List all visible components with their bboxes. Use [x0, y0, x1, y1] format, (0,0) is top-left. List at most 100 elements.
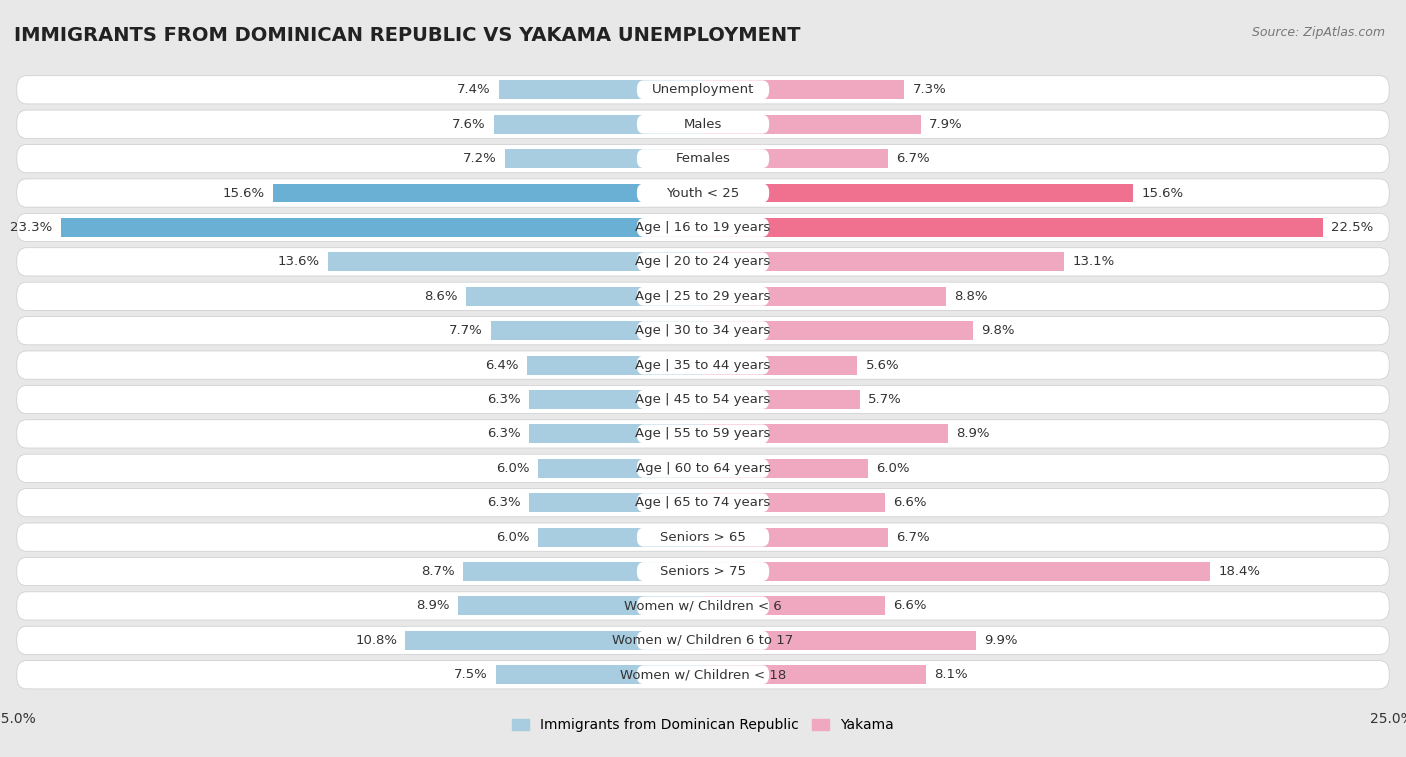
Text: Unemployment: Unemployment — [652, 83, 754, 96]
Text: Source: ZipAtlas.com: Source: ZipAtlas.com — [1251, 26, 1385, 39]
FancyBboxPatch shape — [637, 597, 769, 615]
Text: Youth < 25: Youth < 25 — [666, 186, 740, 200]
Bar — [499, 80, 703, 99]
Text: Seniors > 65: Seniors > 65 — [659, 531, 747, 544]
Text: 15.6%: 15.6% — [222, 186, 264, 200]
FancyBboxPatch shape — [17, 248, 1389, 276]
FancyBboxPatch shape — [17, 316, 1389, 344]
FancyBboxPatch shape — [17, 420, 1389, 448]
Text: Women w/ Children < 6: Women w/ Children < 6 — [624, 600, 782, 612]
Text: 9.8%: 9.8% — [981, 324, 1015, 337]
Text: Females: Females — [675, 152, 731, 165]
Bar — [703, 287, 945, 306]
Text: 7.3%: 7.3% — [912, 83, 946, 96]
FancyBboxPatch shape — [637, 459, 769, 478]
Bar — [491, 321, 703, 340]
Text: 6.0%: 6.0% — [876, 462, 910, 475]
FancyBboxPatch shape — [637, 631, 769, 650]
Text: 18.4%: 18.4% — [1219, 565, 1260, 578]
Text: 8.8%: 8.8% — [953, 290, 987, 303]
Text: Age | 35 to 44 years: Age | 35 to 44 years — [636, 359, 770, 372]
FancyBboxPatch shape — [637, 528, 769, 547]
Bar — [463, 562, 703, 581]
Bar — [465, 287, 703, 306]
FancyBboxPatch shape — [17, 351, 1389, 379]
Bar — [530, 494, 703, 512]
Bar — [273, 183, 703, 203]
Text: Age | 55 to 59 years: Age | 55 to 59 years — [636, 428, 770, 441]
Text: 6.3%: 6.3% — [488, 497, 522, 509]
FancyBboxPatch shape — [637, 115, 769, 134]
Text: Age | 16 to 19 years: Age | 16 to 19 years — [636, 221, 770, 234]
Text: 6.6%: 6.6% — [893, 600, 927, 612]
Text: Age | 65 to 74 years: Age | 65 to 74 years — [636, 497, 770, 509]
Text: 8.1%: 8.1% — [935, 668, 969, 681]
Text: 7.6%: 7.6% — [451, 118, 485, 131]
FancyBboxPatch shape — [637, 183, 769, 203]
FancyBboxPatch shape — [17, 385, 1389, 413]
Text: 9.9%: 9.9% — [984, 634, 1018, 646]
Text: Age | 45 to 54 years: Age | 45 to 54 years — [636, 393, 770, 406]
Text: IMMIGRANTS FROM DOMINICAN REPUBLIC VS YAKAMA UNEMPLOYMENT: IMMIGRANTS FROM DOMINICAN REPUBLIC VS YA… — [14, 26, 800, 45]
Bar — [703, 528, 887, 547]
Bar — [530, 425, 703, 444]
Bar — [703, 562, 1211, 581]
FancyBboxPatch shape — [17, 661, 1389, 689]
Text: 6.3%: 6.3% — [488, 393, 522, 406]
Text: 6.0%: 6.0% — [496, 462, 530, 475]
FancyBboxPatch shape — [17, 557, 1389, 586]
Text: Males: Males — [683, 118, 723, 131]
Bar — [703, 597, 884, 615]
Bar — [703, 321, 973, 340]
Text: Women w/ Children 6 to 17: Women w/ Children 6 to 17 — [613, 634, 793, 646]
Bar — [703, 183, 1133, 203]
FancyBboxPatch shape — [17, 110, 1389, 139]
FancyBboxPatch shape — [637, 665, 769, 684]
Bar — [703, 459, 869, 478]
Text: 6.3%: 6.3% — [488, 428, 522, 441]
Text: 7.2%: 7.2% — [463, 152, 496, 165]
Bar — [537, 528, 703, 547]
Bar — [703, 115, 921, 134]
Text: 7.7%: 7.7% — [449, 324, 482, 337]
Bar — [527, 356, 703, 375]
FancyBboxPatch shape — [637, 494, 769, 512]
Bar — [703, 356, 858, 375]
Text: 6.0%: 6.0% — [496, 531, 530, 544]
Text: 13.6%: 13.6% — [278, 255, 321, 268]
FancyBboxPatch shape — [637, 80, 769, 99]
FancyBboxPatch shape — [637, 356, 769, 375]
Bar — [703, 218, 1323, 237]
Text: Age | 30 to 34 years: Age | 30 to 34 years — [636, 324, 770, 337]
FancyBboxPatch shape — [17, 282, 1389, 310]
Text: Seniors > 75: Seniors > 75 — [659, 565, 747, 578]
FancyBboxPatch shape — [637, 218, 769, 237]
Text: 7.4%: 7.4% — [457, 83, 491, 96]
Bar — [505, 149, 703, 168]
FancyBboxPatch shape — [637, 149, 769, 168]
Bar — [405, 631, 703, 650]
FancyBboxPatch shape — [17, 626, 1389, 655]
Text: 6.4%: 6.4% — [485, 359, 519, 372]
Text: 8.9%: 8.9% — [956, 428, 990, 441]
FancyBboxPatch shape — [17, 488, 1389, 517]
Text: Age | 20 to 24 years: Age | 20 to 24 years — [636, 255, 770, 268]
Text: 8.9%: 8.9% — [416, 600, 450, 612]
Text: Age | 60 to 64 years: Age | 60 to 64 years — [636, 462, 770, 475]
FancyBboxPatch shape — [637, 562, 769, 581]
Text: Age | 25 to 29 years: Age | 25 to 29 years — [636, 290, 770, 303]
Bar — [703, 494, 884, 512]
Bar — [703, 390, 860, 409]
Bar — [703, 631, 976, 650]
FancyBboxPatch shape — [17, 76, 1389, 104]
FancyBboxPatch shape — [17, 454, 1389, 482]
Text: 5.6%: 5.6% — [866, 359, 900, 372]
Text: 10.8%: 10.8% — [356, 634, 396, 646]
Text: 6.7%: 6.7% — [896, 152, 929, 165]
Bar — [328, 252, 703, 271]
Bar — [703, 665, 927, 684]
Text: 22.5%: 22.5% — [1331, 221, 1374, 234]
Bar — [458, 597, 703, 615]
Text: 8.7%: 8.7% — [422, 565, 456, 578]
FancyBboxPatch shape — [17, 145, 1389, 173]
